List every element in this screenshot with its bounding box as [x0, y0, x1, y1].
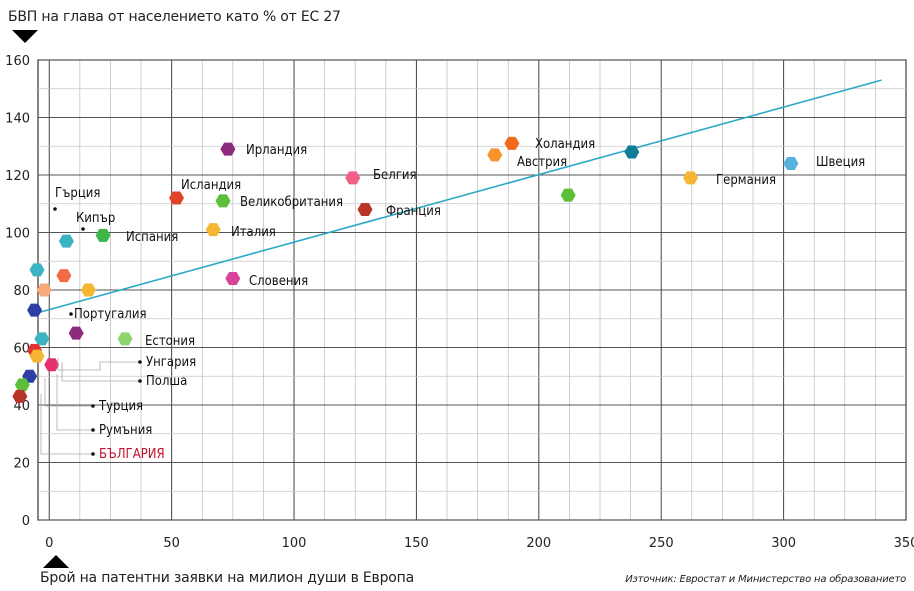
point-label: Турция — [98, 399, 143, 414]
leader-line — [56, 374, 93, 431]
point-label: Португалия — [74, 307, 147, 322]
point-label: Белгия — [373, 168, 416, 183]
point-label: БЪЛГАРИЯ — [99, 447, 165, 462]
data-point — [345, 171, 361, 185]
data-point — [68, 326, 84, 340]
data-point — [80, 283, 96, 297]
data-point — [683, 171, 699, 185]
data-point — [44, 358, 60, 372]
x-axis-title: Брой на патентни заявки на милион души в… — [40, 570, 414, 586]
leader-line — [61, 362, 140, 382]
source-note: Източник: Евростат и Министерство на обр… — [625, 574, 906, 585]
data-point — [783, 157, 799, 170]
leader-dot — [69, 312, 73, 316]
y-axis-title: БВП на глава от населението като % от ЕС… — [8, 9, 341, 25]
data-point — [36, 283, 52, 297]
data-point — [29, 349, 45, 363]
data-point — [95, 228, 111, 242]
data-point — [27, 303, 43, 317]
leader-dot — [81, 227, 85, 231]
leader-dot — [138, 379, 142, 383]
data-point — [220, 142, 236, 156]
data-point — [56, 269, 72, 283]
data-point — [357, 203, 373, 216]
data-point — [504, 136, 520, 150]
y-tick-label: 100 — [5, 227, 30, 242]
point-label: Франция — [386, 204, 441, 219]
point-label: Кипър — [76, 211, 115, 226]
point-label: Гърция — [55, 186, 100, 201]
x-tick-label: 300 — [771, 536, 796, 551]
point-label: Словения — [249, 274, 308, 289]
data-point — [12, 389, 28, 403]
point-label: Италия — [231, 225, 276, 240]
data-point — [624, 145, 640, 159]
leader-line — [44, 378, 93, 407]
data-point — [14, 378, 30, 392]
point-label: Великобритания — [240, 195, 343, 210]
data-point — [34, 332, 50, 346]
x-tick-label: 0 — [45, 536, 53, 551]
x-axis-arrow-icon — [43, 555, 69, 568]
data-point — [58, 234, 74, 248]
y-tick-label: 0 — [22, 514, 30, 529]
x-tick-label: 50 — [163, 536, 180, 551]
point-label: Румъния — [99, 423, 152, 438]
leader-dot — [91, 428, 95, 432]
y-tick-label: 140 — [5, 112, 30, 127]
point-label: Естония — [145, 334, 195, 349]
x-tick-label: 250 — [649, 536, 674, 551]
data-point — [487, 148, 503, 162]
point-label: Германия — [716, 173, 776, 188]
point-label: Ирландия — [246, 143, 307, 158]
point-label: Холандия — [535, 137, 595, 152]
x-tick-label: 150 — [404, 536, 429, 551]
data-point — [205, 223, 221, 237]
trend-line — [36, 79, 882, 314]
point-label: Швеция — [816, 155, 865, 170]
leader-dot — [91, 404, 95, 408]
data-point — [560, 188, 576, 202]
point-label: Австрия — [517, 155, 567, 170]
point-label: Унгария — [146, 355, 196, 370]
point-label: Полша — [146, 374, 187, 389]
leader-line — [57, 358, 140, 371]
data-point — [215, 194, 231, 208]
y-tick-label: 60 — [13, 342, 30, 357]
leader-dot — [91, 452, 95, 456]
y-axis-arrow-icon — [12, 30, 38, 43]
data-point — [29, 263, 45, 277]
leader-dot — [53, 207, 57, 211]
point-label: Испания — [126, 230, 178, 245]
x-tick-label: 100 — [282, 536, 307, 551]
data-point — [225, 272, 241, 285]
leader-line — [40, 394, 93, 455]
y-tick-label: 160 — [5, 54, 30, 69]
y-tick-label: 80 — [13, 284, 30, 299]
point-label: Исландия — [181, 178, 241, 193]
data-point — [117, 332, 133, 346]
x-tick-label: 350 — [894, 536, 914, 551]
y-tick-label: 20 — [13, 457, 30, 472]
x-tick-label: 200 — [526, 536, 551, 551]
y-tick-label: 120 — [5, 169, 30, 184]
data-point — [169, 191, 184, 205]
leader-dot — [138, 360, 142, 364]
